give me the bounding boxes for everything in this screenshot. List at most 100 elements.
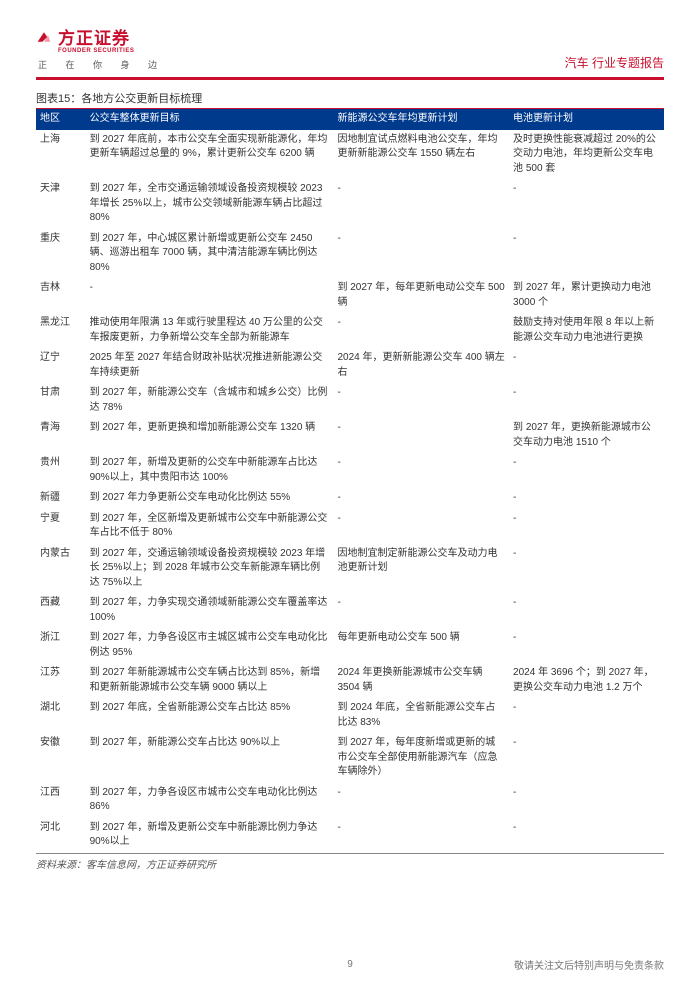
table-end-rule bbox=[36, 853, 664, 854]
founder-logo-icon bbox=[36, 29, 52, 45]
cell-target: 到 2027 年，力争各设区市主城区城市公交车电动化比例达 95% bbox=[86, 628, 334, 663]
cell-plan1: - bbox=[333, 509, 509, 544]
cell-plan2: - bbox=[509, 544, 664, 594]
cell-region: 重庆 bbox=[36, 229, 86, 279]
cell-target: 到 2027 年，新能源公交车（含城市和城乡公交）比例达 78% bbox=[86, 383, 334, 418]
cell-plan2: - bbox=[509, 733, 664, 783]
cell-target: 到 2027 年，力争实现交通领域新能源公交车覆盖率达 100% bbox=[86, 593, 334, 628]
brand-slogan: 正 在 你 身 边 bbox=[38, 58, 165, 71]
cell-target: 到 2027 年底，全省新能源公交车占比达 85% bbox=[86, 698, 334, 733]
cell-target: 到 2027 年，交通运输领域设备投资规模较 2023 年增长 25%以上；到 … bbox=[86, 544, 334, 594]
document-type-label: 汽车 行业专题报告 bbox=[565, 54, 664, 71]
cell-plan2: - bbox=[509, 509, 664, 544]
cell-plan1: 到 2024 年底，全省新能源公交车占比达 83% bbox=[333, 698, 509, 733]
cell-target: 到 2027 年底前，本市公交车全面实现新能源化，年均更新车辆超过总量的 9%，… bbox=[86, 130, 334, 180]
cell-plan1: - bbox=[333, 383, 509, 418]
table-row: 湖北到 2027 年底，全省新能源公交车占比达 85%到 2024 年底，全省新… bbox=[36, 698, 664, 733]
table-row: 黑龙江推动使用年限满 13 年或行驶里程达 40 万公里的公交车报废更新，力争新… bbox=[36, 313, 664, 348]
cell-target: - bbox=[86, 278, 334, 313]
cell-target: 到 2027 年，新增及更新的公交车中新能源车占比达 90%以上，其中贵阳市达 … bbox=[86, 453, 334, 488]
cell-region: 湖北 bbox=[36, 698, 86, 733]
brand-name-cn: 方正证券 bbox=[58, 24, 130, 49]
cell-region: 江西 bbox=[36, 783, 86, 818]
cell-plan2: - bbox=[509, 229, 664, 279]
cell-plan2: - bbox=[509, 698, 664, 733]
table-row: 河北到 2027 年，新增及更新公交车中新能源比例力争达 90%以上-- bbox=[36, 818, 664, 853]
page-header: 方正证券 FOUNDER SECURITIES 正 在 你 身 边 汽车 行业专… bbox=[36, 24, 664, 77]
table-row: 新疆到 2027 年力争更新公交车电动化比例达 55%-- bbox=[36, 488, 664, 509]
cell-region: 青海 bbox=[36, 418, 86, 453]
cell-target: 2025 年至 2027 年结合财政补贴状况推进新能源公交车持续更新 bbox=[86, 348, 334, 383]
table-row: 重庆到 2027 年，中心城区累计新增或更新公交车 2450 辆、巡游出租车 7… bbox=[36, 229, 664, 279]
table-row: 宁夏到 2027 年，全区新增及更新城市公交车中新能源公交车占比不低于 80%-… bbox=[36, 509, 664, 544]
cell-plan1: 每年更新电动公交车 500 辆 bbox=[333, 628, 509, 663]
page-number: 9 bbox=[347, 959, 353, 970]
table-title: 图表15：各地方公交更新目标梳理 bbox=[36, 90, 664, 106]
cell-region: 黑龙江 bbox=[36, 313, 86, 348]
cell-plan2: - bbox=[509, 628, 664, 663]
table-row: 西藏到 2027 年，力争实现交通领域新能源公交车覆盖率达 100%-- bbox=[36, 593, 664, 628]
cell-target: 推动使用年限满 13 年或行驶里程达 40 万公里的公交车报废更新，力争新增公交… bbox=[86, 313, 334, 348]
cell-plan2: - bbox=[509, 453, 664, 488]
cell-plan1: - bbox=[333, 818, 509, 853]
cell-plan1: 因地制宜试点燃料电池公交车，年均更新新能源公交车 1550 辆左右 bbox=[333, 130, 509, 180]
cell-region: 天津 bbox=[36, 179, 86, 229]
cell-region: 西藏 bbox=[36, 593, 86, 628]
cell-region: 吉林 bbox=[36, 278, 86, 313]
cell-target: 到 2027 年，全市交通运输领域设备投资规模较 2023 年增长 25%以上，… bbox=[86, 179, 334, 229]
cell-plan1: - bbox=[333, 453, 509, 488]
cell-plan2: 到 2027 年，累计更换动力电池 3000 个 bbox=[509, 278, 664, 313]
cell-plan1: - bbox=[333, 783, 509, 818]
cell-region: 安徽 bbox=[36, 733, 86, 783]
cell-plan2: - bbox=[509, 383, 664, 418]
cell-region: 河北 bbox=[36, 818, 86, 853]
cell-plan2: - bbox=[509, 348, 664, 383]
cell-target: 到 2027 年力争更新公交车电动化比例达 55% bbox=[86, 488, 334, 509]
cell-plan1: 2024 年更换新能源城市公交车辆 3504 辆 bbox=[333, 663, 509, 698]
cell-region: 浙江 bbox=[36, 628, 86, 663]
bus-renewal-table: 地区 公交车整体更新目标 新能源公交车年均更新计划 电池更新计划 上海到 202… bbox=[36, 109, 664, 853]
cell-plan2: 及时更换性能衰减超过 20%的公交动力电池，年均更新公交车电池 500 套 bbox=[509, 130, 664, 180]
col-header-target: 公交车整体更新目标 bbox=[86, 109, 334, 130]
cell-plan1: - bbox=[333, 593, 509, 628]
table-row: 江苏到 2027 年新能源城市公交车辆占比达到 85%，新增和更新新能源城市公交… bbox=[36, 663, 664, 698]
table-row: 贵州到 2027 年，新增及更新的公交车中新能源车占比达 90%以上，其中贵阳市… bbox=[36, 453, 664, 488]
cell-plan2: - bbox=[509, 488, 664, 509]
table-source: 资料来源：客车信息网，方正证券研究所 bbox=[36, 856, 664, 871]
cell-plan1: - bbox=[333, 313, 509, 348]
table-row: 安徽到 2027 年，新能源公交车占比达 90%以上到 2027 年，每年度新增… bbox=[36, 733, 664, 783]
cell-target: 到 2027 年，力争各设区市城市公交车电动化比例达 86% bbox=[86, 783, 334, 818]
cell-target: 到 2027 年，新增及更新公交车中新能源比例力争达 90%以上 bbox=[86, 818, 334, 853]
cell-region: 贵州 bbox=[36, 453, 86, 488]
col-header-region: 地区 bbox=[36, 109, 86, 130]
cell-plan1: 2024 年，更新新能源公交车 400 辆左右 bbox=[333, 348, 509, 383]
table-row: 辽宁2025 年至 2027 年结合财政补贴状况推进新能源公交车持续更新2024… bbox=[36, 348, 664, 383]
cell-plan2: - bbox=[509, 783, 664, 818]
header-rule bbox=[36, 77, 664, 80]
cell-target: 到 2027 年，中心城区累计新增或更新公交车 2450 辆、巡游出租车 700… bbox=[86, 229, 334, 279]
cell-target: 到 2027 年，全区新增及更新城市公交车中新能源公交车占比不低于 80% bbox=[86, 509, 334, 544]
cell-region: 宁夏 bbox=[36, 509, 86, 544]
cell-plan2: - bbox=[509, 179, 664, 229]
table-header-row: 地区 公交车整体更新目标 新能源公交车年均更新计划 电池更新计划 bbox=[36, 109, 664, 130]
cell-target: 到 2027 年新能源城市公交车辆占比达到 85%，新增和更新新能源城市公交车辆… bbox=[86, 663, 334, 698]
cell-plan1: 到 2027 年，每年更新电动公交车 500 辆 bbox=[333, 278, 509, 313]
brand-block: 方正证券 FOUNDER SECURITIES 正 在 你 身 边 bbox=[36, 24, 165, 71]
brand-name-en: FOUNDER SECURITIES bbox=[58, 48, 165, 54]
table-row: 吉林-到 2027 年，每年更新电动公交车 500 辆到 2027 年，累计更换… bbox=[36, 278, 664, 313]
cell-region: 新疆 bbox=[36, 488, 86, 509]
cell-target: 到 2027 年，新能源公交车占比达 90%以上 bbox=[86, 733, 334, 783]
page-footer: 9 敬请关注文后特别声明与免责条款 bbox=[36, 957, 664, 972]
table-row: 江西到 2027 年，力争各设区市城市公交车电动化比例达 86%-- bbox=[36, 783, 664, 818]
cell-target: 到 2027 年，更新更换和增加新能源公交车 1320 辆 bbox=[86, 418, 334, 453]
table-row: 内蒙古到 2027 年，交通运输领域设备投资规模较 2023 年增长 25%以上… bbox=[36, 544, 664, 594]
cell-region: 内蒙古 bbox=[36, 544, 86, 594]
cell-plan2: 到 2027 年，更换新能源城市公交车动力电池 1510 个 bbox=[509, 418, 664, 453]
cell-plan2: - bbox=[509, 818, 664, 853]
cell-plan1: - bbox=[333, 418, 509, 453]
cell-region: 江苏 bbox=[36, 663, 86, 698]
cell-plan1: 因地制宜制定新能源公交车及动力电池更新计划 bbox=[333, 544, 509, 594]
cell-plan1: - bbox=[333, 179, 509, 229]
cell-plan1: - bbox=[333, 229, 509, 279]
cell-plan1: 到 2027 年，每年度新增或更新的城市公交车全部使用新能源汽车（应急车辆除外） bbox=[333, 733, 509, 783]
